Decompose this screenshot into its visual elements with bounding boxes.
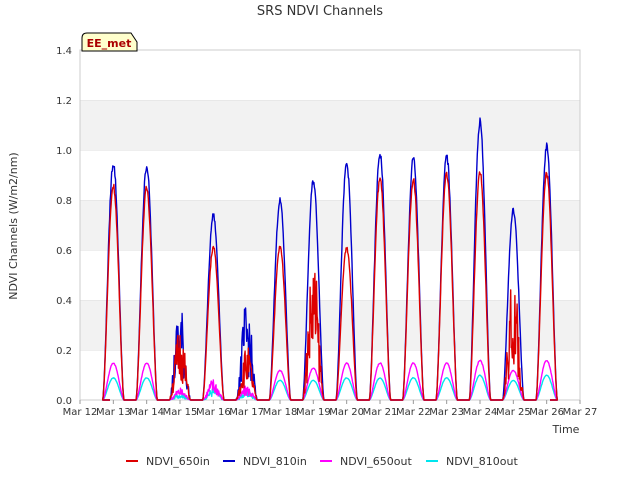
legend-label: NDVI_650out — [340, 455, 412, 468]
legend-label: NDVI_810out — [446, 455, 518, 468]
x-tick-label: Mar 22 — [396, 407, 431, 418]
x-tick-label: Mar 13 — [96, 407, 131, 418]
x-tick-label: Mar 27 — [563, 407, 598, 418]
grid-band — [80, 250, 580, 300]
y-tick-label: 1.0 — [56, 146, 72, 157]
grid-band — [80, 200, 580, 250]
y-tick-label: 0.8 — [56, 196, 72, 207]
x-tick-label: Mar 14 — [129, 407, 164, 418]
x-tick-label: Mar 23 — [429, 407, 464, 418]
y-axis-label: NDVI Channels (W/m2/nm) — [7, 152, 20, 299]
grid-band — [80, 300, 580, 350]
station-badge-label: EE_met — [87, 37, 132, 50]
legend-label: NDVI_810in — [243, 455, 307, 468]
grid-band — [80, 100, 580, 150]
plot-bands — [80, 49, 580, 400]
x-tick-label: Mar 15 — [163, 407, 198, 418]
chart-title: SRS NDVI Channels — [257, 4, 383, 19]
station-badge: EE_met — [81, 32, 138, 52]
y-tick-label: 0.6 — [56, 246, 72, 257]
y-tick-label: 0.4 — [56, 296, 72, 307]
x-tick-label: Mar 21 — [363, 407, 398, 418]
x-tick-label: Mar 16 — [196, 407, 231, 418]
y-tick-label: 1.2 — [56, 96, 72, 107]
legend: NDVI_650in NDVI_810in NDVI_650out NDVI_810o… — [126, 455, 518, 468]
y-axis: 0.0 0.2 0.4 0.6 0.8 1.0 1.2 1.4 — [56, 46, 72, 407]
legend-label: NDVI_650in — [146, 455, 210, 468]
station-badge-box — [81, 32, 138, 52]
x-tick-label: Mar 20 — [329, 407, 364, 418]
x-tick-label: Mar 17 — [229, 407, 264, 418]
x-tick-label: Mar 12 — [63, 407, 98, 418]
x-tick-label: Mar 26 — [529, 407, 564, 418]
x-tick-label: Mar 24 — [463, 407, 498, 418]
series-layer — [102, 117, 558, 401]
grid-band — [80, 150, 580, 200]
series-line-ndvi-650in — [102, 171, 558, 401]
grid-band — [80, 50, 580, 100]
grid-band — [80, 350, 580, 400]
y-tick-label: 0.2 — [56, 346, 72, 357]
x-tick-label: Mar 19 — [296, 407, 331, 418]
y-tick-label: 0.0 — [56, 396, 72, 407]
y-tick-label: 1.4 — [56, 46, 72, 57]
x-tick-label: Mar 18 — [263, 407, 298, 418]
x-axis-label: Time — [552, 423, 580, 436]
x-tick-label: Mar 25 — [496, 407, 531, 418]
